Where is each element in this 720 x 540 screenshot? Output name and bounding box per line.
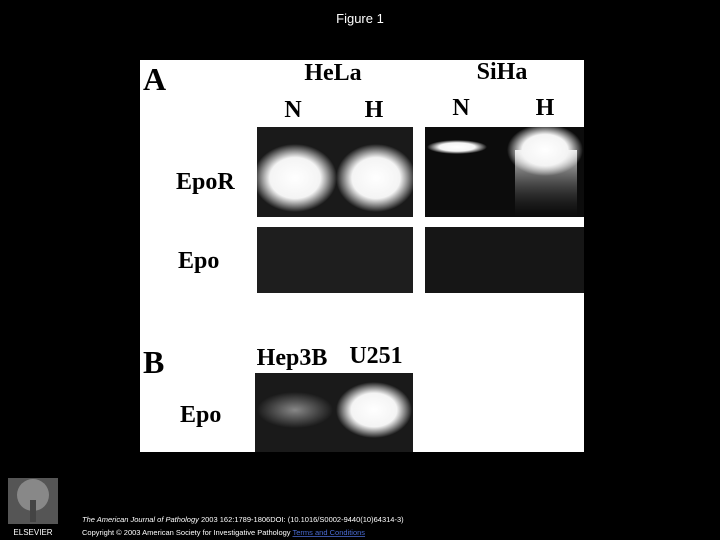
copyright-text: Copyright © 2003 American Society for In…	[82, 528, 291, 537]
lane-label: N	[284, 97, 302, 123]
logo-tree	[17, 479, 49, 511]
lane-label: H	[536, 95, 555, 121]
gel-band	[253, 144, 337, 212]
cell-line: SiHa	[477, 59, 528, 85]
panel-label: B	[143, 344, 164, 380]
citation: The American Journal of Pathology 2003 1…	[82, 515, 404, 524]
row-label: Epo	[178, 248, 219, 274]
publisher-name: ELSEVIER	[13, 528, 52, 537]
gel-band	[336, 144, 416, 212]
citation-text: 2003 162:1789-1806DOI: (10.1016/S0002-94…	[201, 515, 404, 524]
terms-link[interactable]: Terms and Conditions	[293, 528, 366, 537]
lane-label: N	[452, 95, 470, 121]
gel-band	[336, 382, 412, 438]
panel-label: A	[143, 61, 166, 97]
cell-line: HeLa	[304, 60, 361, 86]
copyright: Copyright © 2003 American Society for In…	[82, 528, 365, 537]
gel	[425, 227, 584, 293]
gel-band	[507, 124, 583, 176]
cell-line: Hep3B	[257, 345, 328, 371]
row-label: EpoR	[176, 169, 235, 195]
gel-band	[427, 140, 487, 154]
lane-label: H	[365, 97, 384, 123]
logo-trunk	[30, 500, 36, 522]
cell-line: U251	[349, 343, 402, 369]
gel-band	[257, 392, 333, 428]
gel	[257, 227, 413, 293]
slide-title: Figure 1	[336, 11, 384, 26]
row-label: Epo	[180, 402, 221, 428]
journal: The American Journal of Pathology	[82, 515, 200, 524]
